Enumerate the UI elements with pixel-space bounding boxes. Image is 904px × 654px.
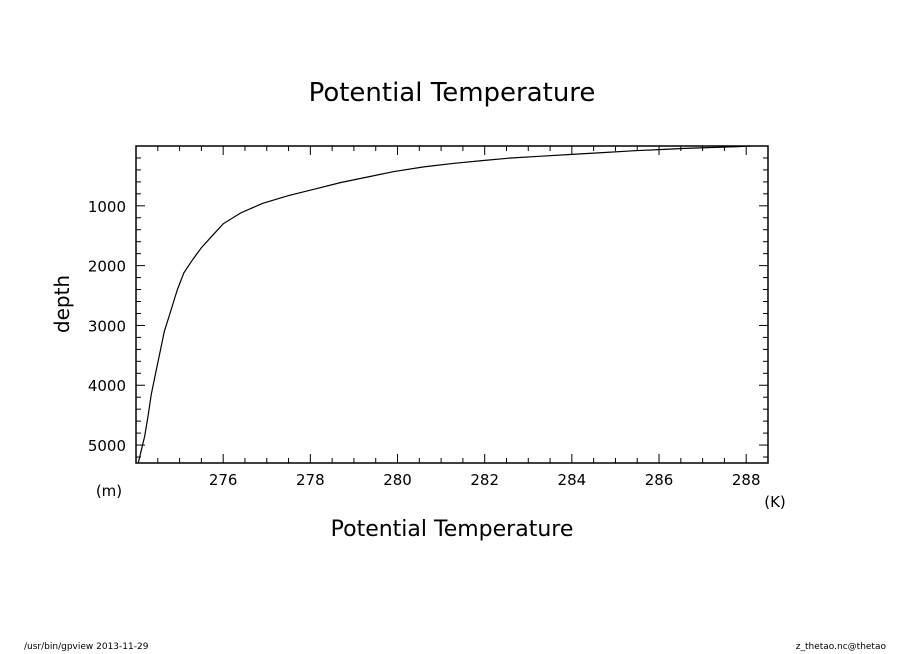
y-tick-label: 5000 <box>88 437 126 455</box>
x-tick-label: 280 <box>383 471 412 489</box>
y-tick-label: 4000 <box>88 377 126 395</box>
y-axis-label: depth <box>50 275 74 333</box>
plot-frame <box>135 145 769 464</box>
x-tick-labels: 276 278 280 282 284 286 288 <box>209 471 761 489</box>
y-axis-unit: (m) <box>96 482 122 500</box>
axis-ticks <box>135 145 769 463</box>
x-tick-label: 278 <box>296 471 325 489</box>
y-tick-label: 1000 <box>88 198 126 216</box>
x-tick-label: 288 <box>732 471 761 489</box>
x-axis-unit: (K) <box>764 493 786 511</box>
y-tick-label: 3000 <box>88 317 126 335</box>
footer-left: /usr/bin/gpview 2013-11-29 <box>24 642 149 652</box>
y-tick-label: 2000 <box>88 258 126 276</box>
x-tick-label: 284 <box>558 471 587 489</box>
series-line <box>137 145 751 464</box>
y-tick-labels: 1000 2000 3000 4000 5000 <box>88 198 126 455</box>
x-axis-label: Potential Temperature <box>331 517 574 542</box>
x-tick-label: 276 <box>209 471 238 489</box>
chart-title: Potential Temperature <box>309 78 596 108</box>
footer-right: z_thetao.nc@thetao <box>795 642 886 652</box>
x-tick-label: 282 <box>470 471 499 489</box>
x-tick-label: 286 <box>645 471 674 489</box>
